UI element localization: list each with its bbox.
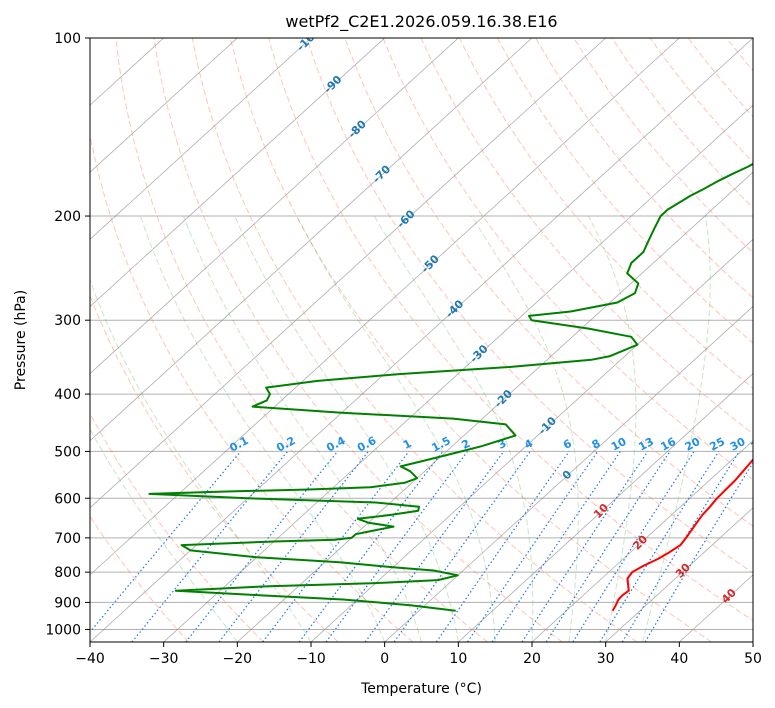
y-tick-label: 800: [54, 565, 81, 581]
temperature-line: [611, 458, 753, 612]
dry-adiabat-line: [90, 412, 264, 642]
moist-adiabat-line: [234, 215, 459, 642]
isotherm-line: [90, 38, 312, 240]
dry-adiabat-line: [90, 132, 414, 642]
dry-adiabat-line: [535, 38, 753, 299]
y-tick-label: 400: [54, 387, 81, 403]
y-tick-label: 500: [54, 444, 81, 460]
mixing-ratio-line: [621, 451, 740, 642]
mixing-ratio-line: [599, 451, 720, 642]
mixing-ratio-label: 10: [609, 435, 629, 454]
x-tick-label: 20: [523, 651, 541, 667]
plot-frame: [89, 37, 754, 643]
isotherm-line: [384, 305, 753, 642]
mixing-ratio-label: 25: [707, 435, 727, 454]
isotherm-line: [90, 38, 753, 642]
isotherm-line: [458, 372, 753, 642]
moist-adiabat-line: [140, 215, 386, 642]
moist-adiabat-line: [642, 215, 711, 642]
isotherm-line: [237, 171, 753, 642]
isotherm-line: [90, 38, 385, 308]
mixing-ratio-label: 30: [728, 435, 748, 454]
mixing-ratio-line: [262, 451, 410, 642]
isotherm-line: [90, 38, 238, 173]
y-tick-label: 200: [54, 209, 81, 225]
dry-adiabat-line: [306, 38, 753, 574]
mixing-ratio-line: [185, 451, 339, 642]
mixing-ratio-line: [325, 451, 468, 642]
isotherm-line: [90, 38, 606, 509]
dry-adiabat-line: [268, 38, 753, 622]
axis-ticks: −40 −30 −20 −10 0 10 20 30 40 50 1000 900 800 700 600 5…: [45, 31, 762, 667]
x-tick-label: −10: [296, 651, 326, 667]
y-tick-label: 100: [54, 31, 81, 47]
isotherm-line: [531, 440, 753, 642]
dry-adiabat-line: [115, 38, 488, 642]
dry-adiabat-line: [496, 38, 753, 344]
mixing-ratio-line: [491, 451, 621, 642]
y-tick-label: 300: [54, 313, 81, 329]
mixing-ratio-line: [466, 451, 599, 642]
dry-adiabat-line: [153, 38, 563, 642]
mixing-ratio-line: [435, 451, 570, 642]
y-tick-label: 600: [54, 491, 81, 507]
mixing-ratio-label: 36: [749, 435, 769, 454]
mixing-ratio-label: 13: [636, 435, 656, 454]
mixing-ratio-line: [545, 451, 671, 642]
moist-adiabat-line: [90, 428, 238, 642]
moist-adiabat-line: [90, 278, 312, 642]
profile-lines: [148, 162, 753, 612]
moist-adiabat-line: [587, 215, 637, 642]
isotherm-line: [605, 507, 753, 642]
mixing-ratio-line: [364, 451, 505, 642]
x-tick-label: 50: [744, 651, 762, 667]
x-tick-label: 10: [449, 651, 467, 667]
isotherm-line: [90, 38, 680, 576]
x-tick-label: −30: [149, 651, 179, 667]
mixing-ratio-line: [90, 451, 242, 633]
y-tick-label: 700: [54, 531, 81, 547]
mixing-ratio-label: 16: [658, 435, 678, 454]
x-axis-label: Temperature (°C): [360, 681, 482, 697]
chart-title: wetPf2_C2E1.2026.059.16.38.E16: [285, 12, 557, 32]
moist-adiabat-line: [373, 215, 534, 642]
y-tick-label: 1000: [45, 622, 81, 638]
y-tick-label: 900: [54, 595, 81, 611]
moist-adiabat-line: [471, 215, 579, 642]
isotherm-line: [310, 238, 753, 642]
dew-point-line: [148, 162, 753, 612]
x-tick-label: −20: [223, 651, 253, 667]
x-tick-label: 40: [670, 651, 688, 667]
dry-adiabat-line: [344, 38, 753, 527]
x-tick-label: 0: [380, 651, 389, 667]
background-lines: [90, 38, 753, 642]
dry-adiabat-line: [191, 38, 638, 642]
mixing-ratio-label: 20: [683, 435, 703, 454]
x-tick-label: 30: [597, 651, 615, 667]
x-tick-label: −40: [75, 651, 105, 667]
mixing-ratio-line: [393, 451, 531, 642]
y-axis-label: Pressure (hPa): [13, 290, 29, 390]
mixing-ratio-line: [131, 451, 289, 642]
mixing-ratio-line: [521, 451, 649, 642]
dry-adiabat-line: [90, 515, 190, 642]
isotherm-line: [90, 38, 459, 375]
dry-adiabat-line: [229, 38, 712, 642]
dry-adiabat-line: [382, 38, 753, 481]
isotherm-line: [90, 38, 533, 442]
dry-adiabat-line: [90, 294, 339, 642]
mixing-ratio-line: [572, 451, 695, 642]
